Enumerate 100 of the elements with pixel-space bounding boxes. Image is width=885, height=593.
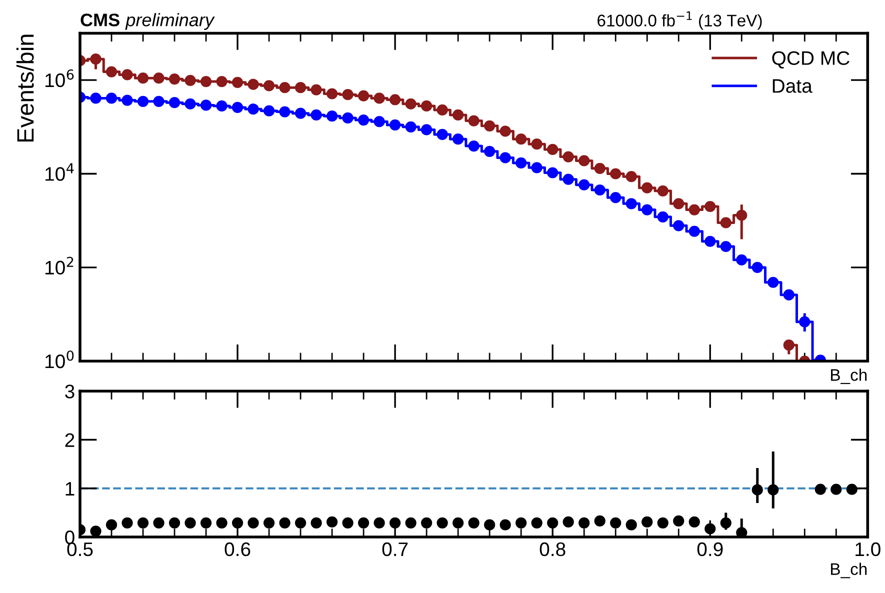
point	[184, 98, 196, 110]
point	[232, 517, 244, 528]
point	[531, 162, 542, 174]
x-tick-label: 1.0	[856, 542, 880, 556]
y-tick-label: 10$^{0}$	[46, 350, 74, 368]
point	[310, 84, 322, 96]
x-tick-label: 0.7	[382, 542, 408, 556]
point	[168, 74, 180, 85]
text: 61000.0 fb$^{−1}$ (13 TeV)	[598, 11, 762, 30]
point	[657, 211, 668, 222]
point	[137, 96, 149, 107]
point	[310, 109, 322, 120]
point	[452, 109, 464, 120]
point	[137, 72, 149, 84]
point	[405, 98, 416, 110]
point	[390, 517, 401, 528]
point	[578, 155, 590, 166]
point	[516, 517, 527, 528]
point	[846, 484, 858, 495]
point	[279, 517, 290, 528]
point	[688, 516, 700, 528]
point	[768, 276, 779, 288]
point	[752, 484, 763, 496]
point	[736, 254, 748, 266]
point	[752, 262, 763, 273]
point	[657, 517, 668, 528]
point	[657, 185, 668, 196]
point	[642, 204, 653, 216]
point	[168, 517, 180, 528]
point	[263, 105, 275, 116]
point	[547, 167, 558, 178]
point	[594, 515, 606, 527]
point	[342, 89, 354, 100]
point	[279, 106, 290, 118]
point	[106, 92, 118, 104]
chart-subtitle: preliminary	[125, 13, 215, 30]
point	[310, 517, 322, 528]
point	[500, 152, 511, 164]
point	[500, 519, 511, 530]
point	[342, 112, 354, 124]
point	[122, 69, 133, 80]
point	[768, 484, 779, 496]
point	[200, 100, 212, 111]
x-axis-title: B_ch	[831, 562, 867, 578]
point	[390, 94, 401, 106]
point	[358, 114, 370, 126]
y-tick-label: 2	[65, 433, 74, 447]
y-tick-label: 3	[65, 384, 74, 398]
point	[263, 517, 275, 528]
point	[90, 54, 102, 65]
point	[184, 517, 196, 528]
point	[500, 126, 511, 137]
point	[374, 517, 385, 528]
x-tick-label: 0.9	[697, 542, 723, 556]
point	[200, 517, 212, 528]
point	[610, 192, 622, 204]
legend-label: QCD MC	[772, 51, 850, 68]
point	[216, 100, 228, 112]
point	[468, 140, 480, 152]
y-tick-label: 1	[66, 482, 74, 496]
point	[248, 78, 259, 90]
y-tick-label: 10$^{2}$	[46, 256, 74, 275]
x-tick-label: 0.6	[224, 542, 250, 556]
x-tick-label: 0.5	[67, 542, 93, 556]
point	[547, 144, 558, 156]
point	[531, 138, 542, 150]
point	[294, 517, 306, 528]
point	[294, 82, 306, 94]
point	[90, 92, 102, 104]
point	[452, 517, 464, 528]
point	[216, 517, 228, 528]
point	[484, 519, 496, 530]
point	[814, 484, 826, 495]
point	[106, 519, 118, 530]
point	[578, 179, 590, 190]
point	[704, 200, 716, 212]
point	[232, 76, 244, 88]
point	[436, 128, 448, 140]
point	[484, 146, 496, 157]
point	[248, 104, 259, 115]
point	[516, 157, 527, 169]
chart-title: CMS	[80, 14, 120, 26]
point	[673, 220, 684, 232]
point	[153, 517, 164, 528]
point	[153, 72, 164, 84]
point	[326, 516, 338, 528]
x-axis-title: B_ch	[831, 368, 867, 384]
point	[626, 171, 637, 182]
point	[374, 92, 385, 104]
point	[106, 66, 118, 78]
point	[720, 517, 732, 528]
point	[720, 240, 732, 252]
point	[484, 120, 496, 132]
point	[673, 198, 684, 210]
point	[137, 517, 149, 528]
y-tick-label: 10$^{4}$	[46, 163, 74, 181]
point	[184, 74, 196, 86]
point	[358, 90, 370, 102]
point	[200, 76, 212, 88]
point	[799, 316, 810, 328]
